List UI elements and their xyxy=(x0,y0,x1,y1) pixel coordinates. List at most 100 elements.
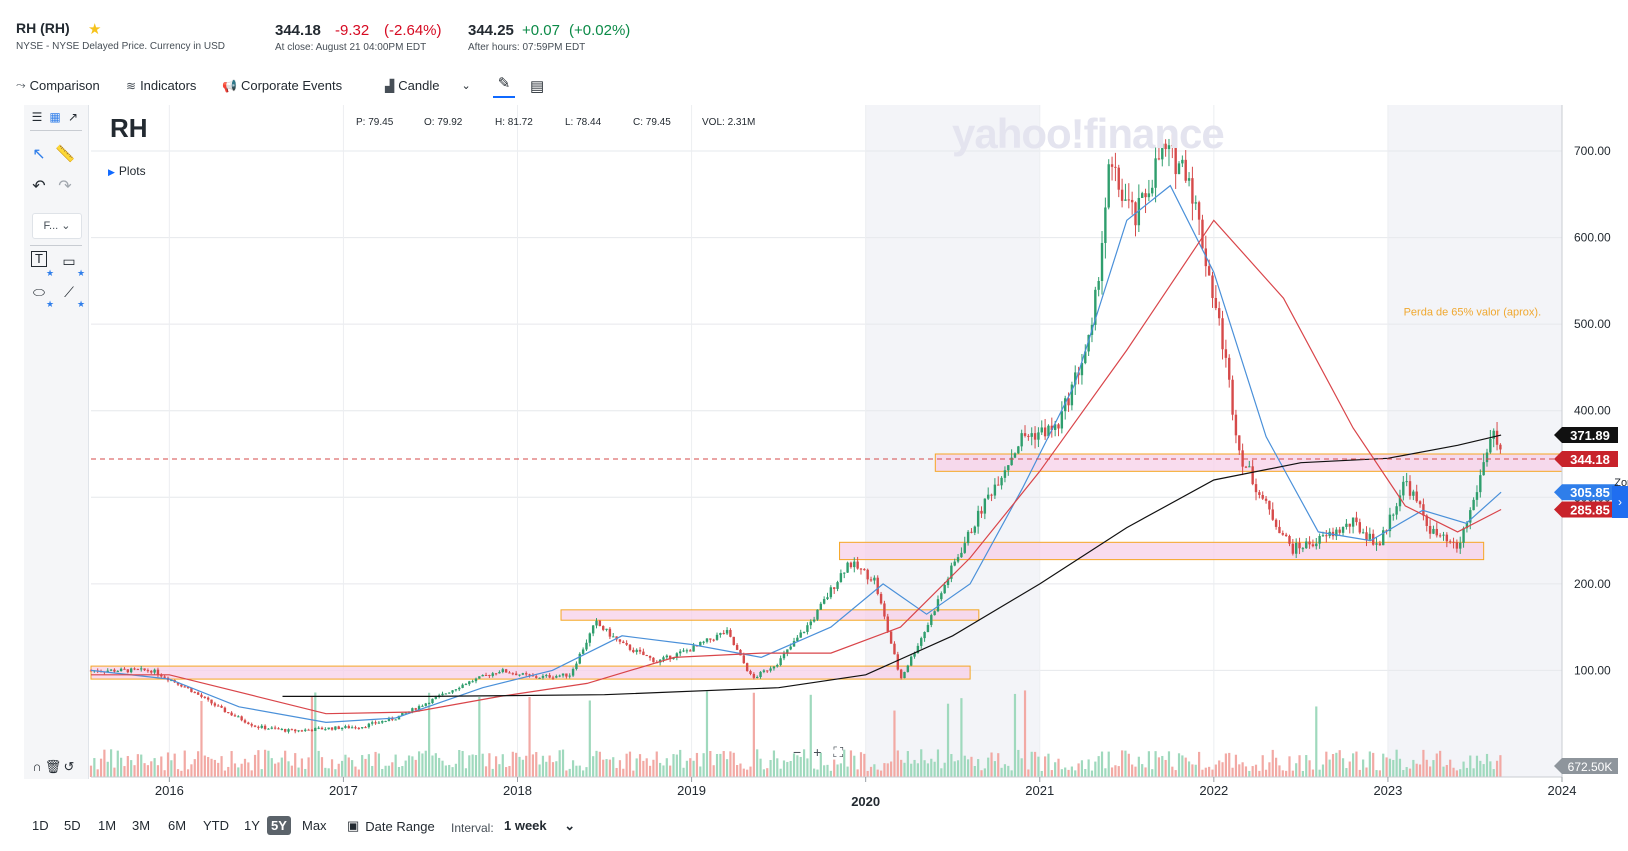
ellipse-tool-icon[interactable]: ⬭ xyxy=(33,284,45,300)
volume-bar xyxy=(1422,749,1425,777)
candle-body xyxy=(1181,159,1184,164)
volume-bar xyxy=(699,766,702,777)
interval-select[interactable]: 1 week ⌄ xyxy=(500,816,579,836)
undo-icon[interactable]: ↶ xyxy=(32,178,46,195)
range-bar: 1D 5D 1M 3M 6M YTD 1Y 5Y Max ▣ Date Range Interv… xyxy=(0,816,1628,851)
price-chart[interactable]: 700.00600.00500.00400.00300.00200.00100.… xyxy=(0,0,1628,816)
volume-bar xyxy=(1328,759,1331,777)
candle-body xyxy=(1100,242,1104,282)
x-tick-label: 2020 xyxy=(851,794,880,809)
candle-body xyxy=(1294,542,1298,554)
candle-body xyxy=(812,619,816,622)
volume-bar xyxy=(936,749,940,777)
text-tool-icon[interactable]: T xyxy=(31,251,47,267)
volume-bar xyxy=(518,756,521,777)
redo-icon[interactable]: ↷ xyxy=(58,178,72,195)
volume-bar xyxy=(1378,770,1381,777)
candle-body xyxy=(521,673,525,675)
trash-icon[interactable]: 🗑 xyxy=(44,759,62,774)
candle-body xyxy=(414,708,417,710)
x-tick-label: 2019 xyxy=(677,783,706,798)
range-button-ytd[interactable]: YTD xyxy=(203,818,229,833)
volume-bar xyxy=(769,760,772,777)
range-button-3m[interactable]: 3M xyxy=(132,818,151,833)
volume-bar xyxy=(1060,769,1063,777)
volume-bar xyxy=(1479,760,1482,777)
volume-bar xyxy=(230,751,233,777)
range-button-1y[interactable]: 1Y xyxy=(244,818,260,833)
volume-bar xyxy=(130,760,133,777)
volume-bar xyxy=(983,768,986,777)
expand-panel-icon[interactable]: › xyxy=(1612,486,1628,518)
volume-bar xyxy=(1372,752,1375,777)
volume-bar xyxy=(906,751,909,777)
candle-body xyxy=(1234,414,1238,436)
indicators-button[interactable]: ≋ Indicators xyxy=(126,78,196,93)
volume-bar xyxy=(1492,769,1495,777)
star-icon[interactable]: ★ xyxy=(88,21,102,38)
volume-bar xyxy=(267,750,270,777)
popout-icon[interactable]: ↗ xyxy=(67,110,79,124)
volume-bar xyxy=(1187,761,1191,777)
volume-bar xyxy=(1318,769,1321,777)
volume-bar xyxy=(1251,766,1254,777)
list-view-icon[interactable]: ☰ xyxy=(31,110,43,124)
range-button-max[interactable]: Max xyxy=(302,818,327,833)
date-range-button[interactable]: ▣ Date Range xyxy=(343,816,439,836)
volume-bar xyxy=(1439,750,1442,777)
corporate-events-button[interactable]: 📢 Corporate Events xyxy=(222,78,342,93)
candle-body xyxy=(1465,522,1469,529)
plots-toggle[interactable]: ▶ Plots xyxy=(108,164,146,178)
candle-body xyxy=(1201,219,1204,249)
candle-body xyxy=(608,628,612,637)
volume-bar xyxy=(816,769,819,777)
volume-bar xyxy=(1074,770,1077,777)
range-button-1d[interactable]: 1D xyxy=(32,818,49,833)
draw-pencil-icon[interactable]: ✎ xyxy=(493,74,515,98)
volume-bar xyxy=(689,758,692,777)
volume-bar xyxy=(1184,757,1187,777)
volume-bar xyxy=(240,763,243,777)
zoom-in-icon[interactable]: + xyxy=(813,744,822,760)
fit-screen-icon[interactable]: ⛶ xyxy=(833,744,844,760)
comparison-button[interactable]: ⤳ Comparison xyxy=(16,78,100,93)
candle-body xyxy=(836,582,839,589)
volume-bar xyxy=(327,768,330,777)
cursor-icon[interactable]: ↖ xyxy=(32,146,46,163)
magnet-icon[interactable]: ∩ xyxy=(32,759,42,774)
volume-bar xyxy=(571,760,575,777)
rectangle-tool-icon[interactable]: ▭ xyxy=(62,253,76,269)
range-button-6m[interactable]: 6M xyxy=(168,818,187,833)
range-button-5y[interactable]: 5Y xyxy=(267,816,291,835)
chart-type-select[interactable]: ▟ Candle ⌄ xyxy=(385,78,471,93)
candle-body xyxy=(478,676,481,679)
volume-bar xyxy=(846,766,849,777)
range-button-5d[interactable]: 5D xyxy=(64,818,81,833)
volume-bar xyxy=(866,770,869,777)
candle-body xyxy=(869,579,873,581)
volume-bar xyxy=(180,770,183,777)
volume-bar xyxy=(300,758,304,777)
volume-bar xyxy=(528,696,531,777)
volume-bar xyxy=(776,758,779,777)
candle-body xyxy=(444,693,448,695)
candle-body xyxy=(792,641,796,647)
volume-bar xyxy=(1432,760,1435,777)
line-tool-icon[interactable]: ⟋ xyxy=(64,284,74,300)
candle-body xyxy=(1335,529,1338,537)
candle-body xyxy=(1301,548,1305,550)
grid-view-icon[interactable]: ▦ xyxy=(49,110,61,124)
volume-bar xyxy=(1301,770,1304,777)
ruler-icon[interactable]: 📏 xyxy=(55,146,75,163)
range-button-1m[interactable]: 1M xyxy=(98,818,117,833)
table-view-icon[interactable]: ▤ xyxy=(530,78,545,95)
reset-icon[interactable]: ↺ xyxy=(63,759,75,774)
volume-bar xyxy=(1047,753,1050,777)
candle-body xyxy=(551,677,555,679)
font-select[interactable]: F... ⌄ xyxy=(32,213,82,239)
volume-bar xyxy=(1325,751,1328,777)
volume-bar xyxy=(448,764,451,777)
candle-body xyxy=(1154,158,1157,188)
zoom-out-icon[interactable]: − xyxy=(793,744,802,760)
volume-bar xyxy=(424,750,427,777)
